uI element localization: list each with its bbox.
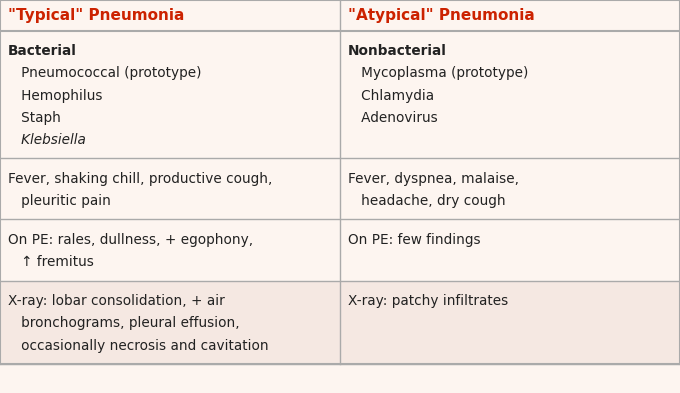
Text: Nonbacterial: Nonbacterial [348, 44, 447, 58]
Text: Staph: Staph [8, 111, 61, 125]
Text: "Atypical" Pneumonia: "Atypical" Pneumonia [348, 8, 534, 23]
Bar [0, 281, 680, 364]
Bar [0, 31, 680, 158]
Text: bronchograms, pleural effusion,: bronchograms, pleural effusion, [8, 316, 239, 331]
Bar [0, 0, 680, 31]
Text: headache, dry cough: headache, dry cough [348, 194, 506, 208]
Text: Adenovirus: Adenovirus [348, 111, 438, 125]
Text: Pneumococcal (prototype): Pneumococcal (prototype) [8, 66, 201, 80]
Text: X-ray: lobar consolidation, + air: X-ray: lobar consolidation, + air [8, 294, 225, 308]
Text: occasionally necrosis and cavitation: occasionally necrosis and cavitation [8, 338, 269, 353]
Text: ↑ fremitus: ↑ fremitus [8, 255, 94, 269]
Text: Chlamydia: Chlamydia [348, 88, 434, 103]
Bar [0, 158, 680, 219]
Text: Klebsiella: Klebsiella [8, 133, 86, 147]
Text: Fever, shaking chill, productive cough,: Fever, shaking chill, productive cough, [8, 172, 273, 186]
Text: X-ray: patchy infiltrates: X-ray: patchy infiltrates [348, 294, 508, 308]
Text: "Typical" Pneumonia: "Typical" Pneumonia [8, 8, 184, 23]
Bar [0, 219, 680, 281]
Text: On PE: few findings: On PE: few findings [348, 233, 481, 247]
Text: Fever, dyspnea, malaise,: Fever, dyspnea, malaise, [348, 172, 519, 186]
Text: Bacterial: Bacterial [8, 44, 77, 58]
Text: Hemophilus: Hemophilus [8, 88, 103, 103]
Text: Mycoplasma (prototype): Mycoplasma (prototype) [348, 66, 528, 80]
Text: On PE: rales, dullness, + egophony,: On PE: rales, dullness, + egophony, [8, 233, 253, 247]
Text: pleuritic pain: pleuritic pain [8, 194, 111, 208]
